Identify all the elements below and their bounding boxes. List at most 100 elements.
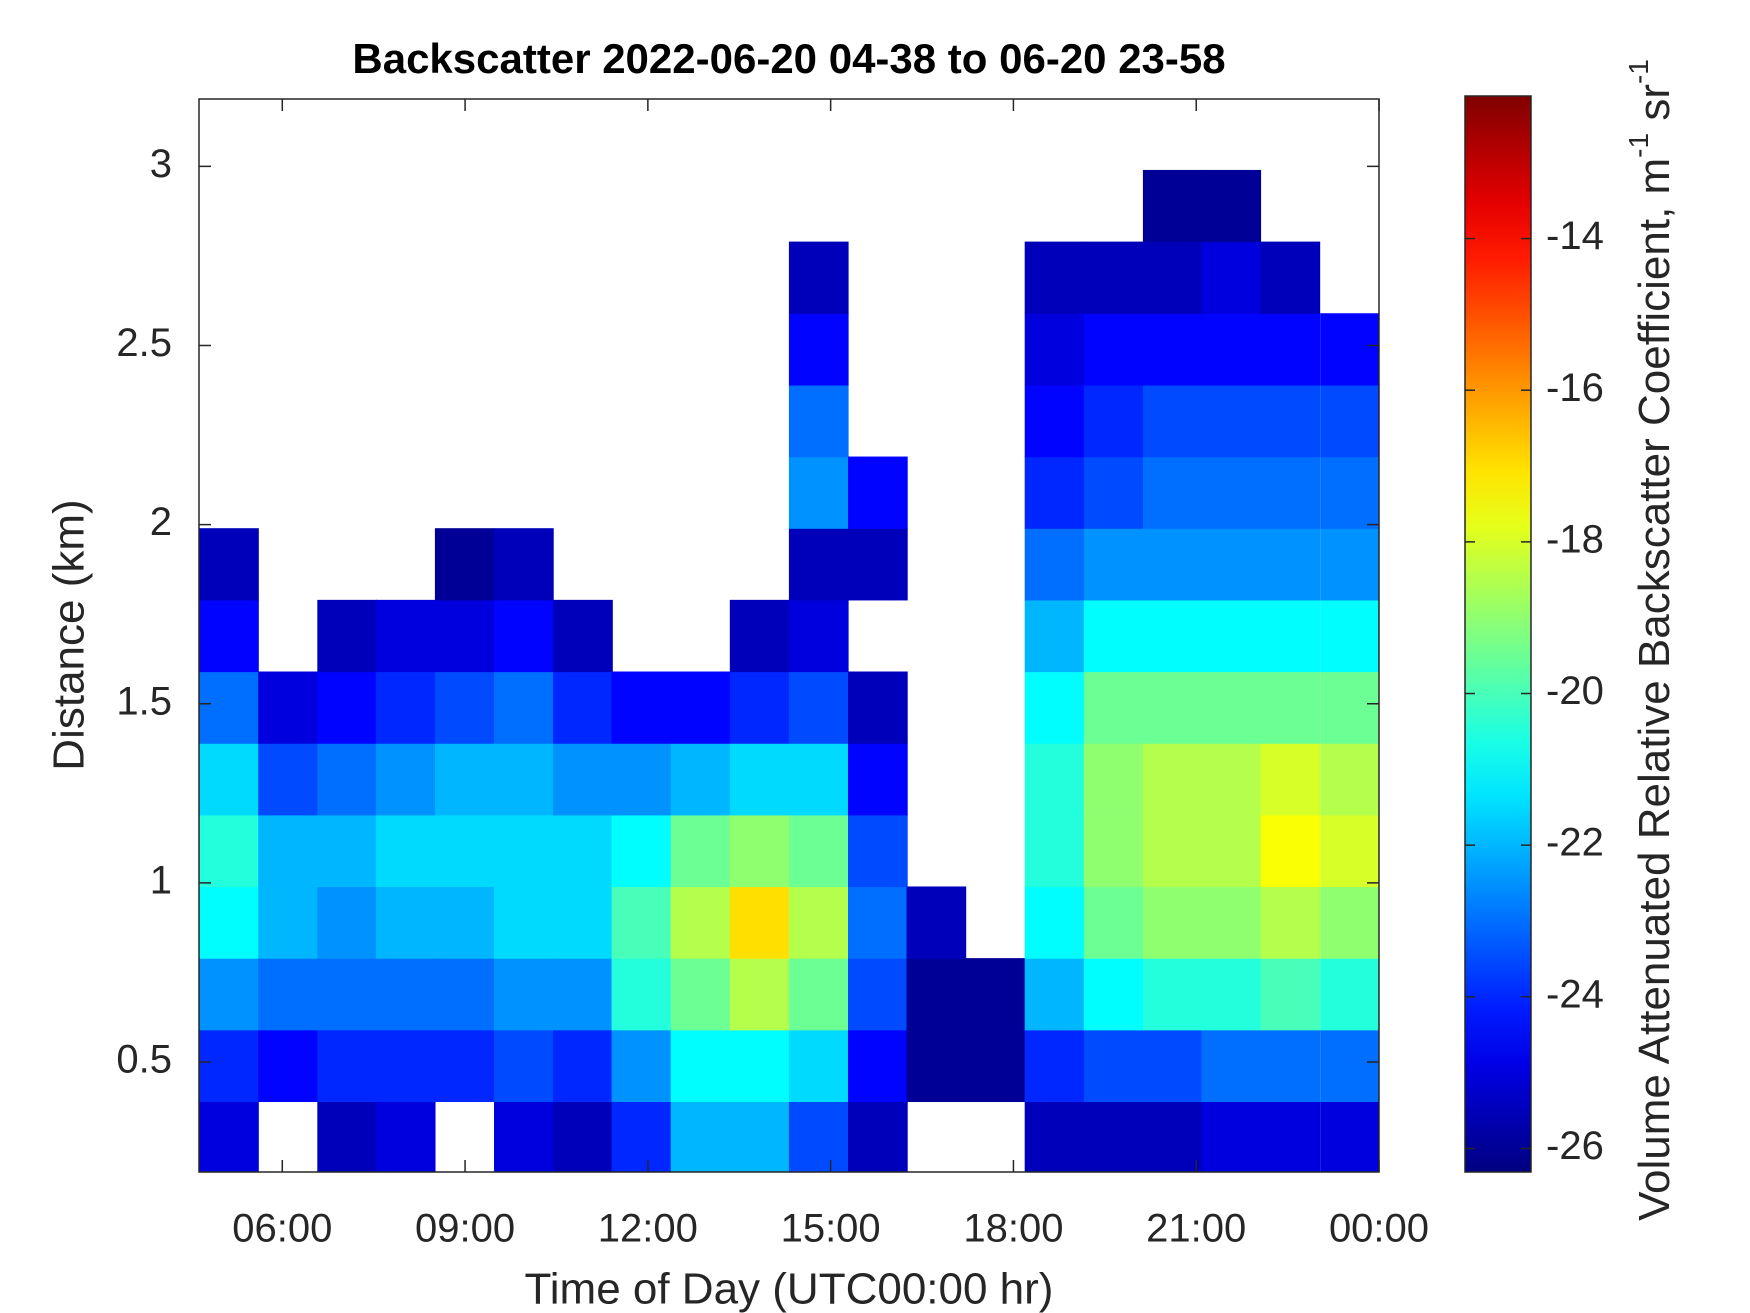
heatmap-cell (788, 886, 849, 959)
heatmap-cell (788, 528, 849, 601)
heatmap-cell (1142, 743, 1203, 816)
colorbar-label: Volume Attenuated Relative Backscatter C… (1623, 59, 1678, 1221)
heatmap-cell (1142, 241, 1203, 314)
heatmap-cell (1024, 528, 1085, 601)
heatmap-cell (494, 743, 554, 816)
heatmap-cell (848, 886, 908, 959)
heatmap-cell (1083, 241, 1144, 314)
heatmap-cell (1142, 886, 1203, 959)
heatmap-cell (1320, 313, 1379, 386)
heatmap-cell (375, 1101, 436, 1172)
x-tick-label: 00:00 (1329, 1207, 1429, 1251)
heatmap (199, 169, 1379, 1172)
heatmap-cell (848, 671, 908, 744)
colorbar-tick-label: -24 (1546, 972, 1604, 1016)
heatmap-cell (434, 743, 495, 816)
heatmap-cell (848, 743, 908, 816)
heatmap-cell (199, 814, 259, 888)
heatmap-cell (670, 1101, 731, 1172)
colorbar-label-sup: -1 (1623, 133, 1654, 158)
colorbar-tick-label: -18 (1546, 517, 1604, 561)
heatmap-cell (670, 743, 731, 816)
heatmap-cell (611, 671, 672, 744)
heatmap-cell (670, 886, 731, 959)
heatmap-cell (1142, 169, 1203, 243)
heatmap-cell (1201, 671, 1262, 744)
heatmap-cell (1142, 814, 1203, 888)
heatmap-cell (199, 958, 259, 1031)
heatmap-cell (553, 814, 613, 888)
heatmap-cell (729, 814, 790, 888)
heatmap-cell (1142, 313, 1203, 386)
heatmap-cell (1083, 384, 1144, 458)
heatmap-cell (553, 958, 613, 1031)
heatmap-cell (611, 814, 672, 888)
heatmap-cell (258, 671, 318, 744)
colorbar-label-sup: -1 (1623, 59, 1654, 84)
heatmap-cell (1320, 599, 1379, 673)
heatmap-cell (611, 1101, 672, 1172)
heatmap-cell (494, 599, 554, 673)
heatmap-cell (434, 958, 495, 1031)
heatmap-cell (1142, 528, 1203, 601)
heatmap-cell (494, 528, 554, 601)
y-tick-label: 0.5 (116, 1038, 172, 1082)
colorbar-tick-label: -16 (1546, 366, 1604, 410)
heatmap-cell (434, 599, 495, 673)
y-tick-label: 2 (150, 500, 172, 544)
heatmap-cell (1260, 814, 1321, 888)
heatmap-cell (1201, 384, 1262, 458)
heatmap-cell (1083, 814, 1144, 888)
heatmap-cell (258, 886, 318, 959)
heatmap-cell (848, 814, 908, 888)
heatmap-cell (1083, 671, 1144, 744)
heatmap-cell (1260, 958, 1321, 1031)
heatmap-cell (553, 886, 613, 959)
heatmap-cell (494, 671, 554, 744)
heatmap-cell (788, 456, 849, 529)
chart-title: Backscatter 2022-06-20 04-38 to 06-20 23… (352, 35, 1225, 82)
heatmap-cell (1083, 528, 1144, 601)
heatmap-cell (1083, 456, 1144, 529)
heatmap-cell (434, 1029, 495, 1103)
heatmap-cell (848, 1029, 908, 1103)
heatmap-cell (1260, 313, 1321, 386)
heatmap-cell (1320, 814, 1379, 888)
heatmap-cell (729, 1101, 790, 1172)
heatmap-cell (1024, 384, 1085, 458)
heatmap-cell (434, 528, 495, 601)
heatmap-cell (1320, 743, 1379, 816)
x-tick-label: 18:00 (963, 1207, 1063, 1251)
x-tick-label: 21:00 (1146, 1207, 1246, 1251)
heatmap-cell (1024, 886, 1085, 959)
heatmap-cell (553, 1029, 613, 1103)
y-axis-label: Distance (km) (45, 499, 94, 770)
heatmap-cell (1083, 958, 1144, 1031)
colorbar-label-text: Volume Attenuated Relative Backscatter C… (1630, 158, 1679, 1221)
heatmap-cell (1083, 886, 1144, 959)
heatmap-cell (788, 1101, 849, 1172)
heatmap-cell (729, 958, 790, 1031)
heatmap-cell (1201, 814, 1262, 888)
heatmap-cell (788, 313, 849, 386)
heatmap-cell (1142, 958, 1203, 1031)
heatmap-cell (494, 958, 554, 1031)
heatmap-cell (434, 814, 495, 888)
y-tick-label: 3 (150, 142, 172, 186)
heatmap-cell (1083, 313, 1144, 386)
heatmap-cell (848, 456, 908, 529)
heatmap-cell (1142, 1101, 1203, 1172)
heatmap-cell (788, 599, 849, 673)
heatmap-cell (375, 743, 436, 816)
heatmap-cell (848, 528, 908, 601)
heatmap-cell (1201, 528, 1262, 601)
heatmap-cell (199, 671, 259, 744)
heatmap-cell (1024, 456, 1085, 529)
heatmap-cell (1320, 1101, 1379, 1172)
heatmap-cell (788, 958, 849, 1031)
x-tick-label: 15:00 (781, 1207, 881, 1251)
heatmap-cell (258, 743, 318, 816)
heatmap-cell (906, 958, 967, 1031)
heatmap-cell (1260, 384, 1321, 458)
heatmap-cell (494, 814, 554, 888)
